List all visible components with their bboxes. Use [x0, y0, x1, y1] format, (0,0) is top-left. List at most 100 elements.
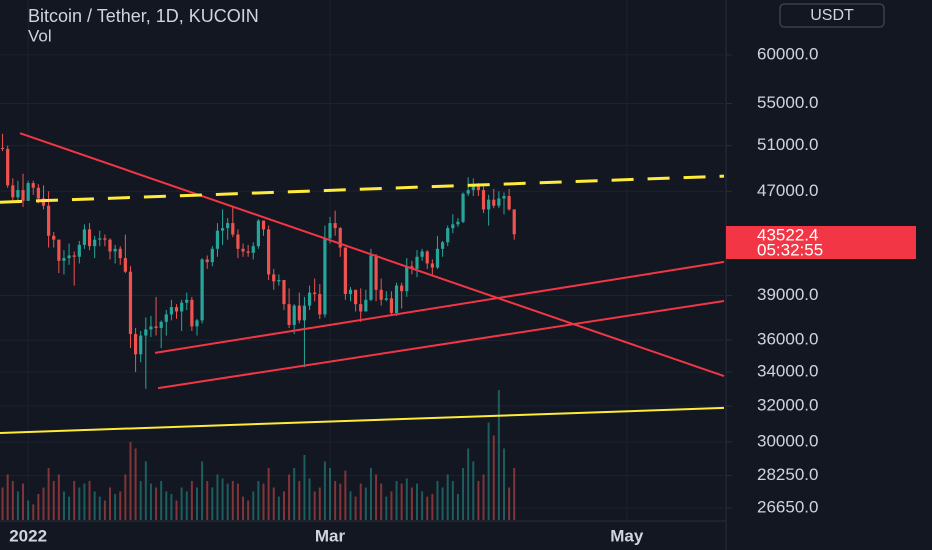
candle-body — [47, 205, 51, 236]
candle-body — [236, 234, 240, 249]
volume-bar — [277, 496, 280, 520]
candle-body — [267, 229, 271, 275]
candle-body — [16, 190, 20, 198]
volume-bar — [155, 487, 158, 520]
candle-body — [246, 251, 250, 253]
candle-body — [272, 274, 276, 282]
candle-body — [31, 183, 35, 188]
chart-title: Bitcoin / Tether, 1D, KUCOIN — [28, 6, 259, 26]
y-tick-label: 51000.0 — [757, 135, 818, 154]
currency-badge[interactable] — [779, 3, 885, 28]
volume-bar — [1, 487, 4, 520]
candle-body — [261, 220, 266, 230]
currency-label[interactable]: USDT — [810, 7, 854, 24]
candle-body — [415, 256, 419, 269]
candle-body — [394, 285, 399, 313]
candle-body — [200, 259, 204, 321]
candle-body — [67, 255, 71, 259]
candle-body — [440, 242, 445, 249]
candle-body — [471, 186, 475, 191]
candle-body — [139, 335, 143, 355]
volume-bar — [216, 474, 219, 520]
candle-body — [282, 279, 286, 305]
volume-bar — [32, 504, 35, 520]
candle-body — [328, 223, 332, 239]
volume-bar — [247, 500, 250, 520]
volume-bar — [93, 491, 96, 520]
countdown: 05:32:55 — [757, 240, 823, 259]
candle-body — [481, 190, 486, 210]
volume-bar — [375, 474, 378, 520]
volume-bar — [226, 483, 229, 520]
candle-body — [190, 299, 194, 327]
candle-body — [425, 251, 429, 264]
y-tick-label: 32000.0 — [757, 395, 818, 414]
volume-bar — [73, 481, 76, 520]
candle-body — [220, 228, 225, 231]
candle-body — [11, 185, 15, 198]
candle-body — [307, 292, 312, 306]
volume-bar — [416, 483, 419, 520]
volume-bar — [103, 500, 106, 520]
volume-bar — [114, 494, 117, 520]
candle-body — [405, 266, 409, 292]
volume-bar — [165, 491, 168, 520]
volume-layer — [1, 390, 516, 520]
volume-bar — [426, 496, 429, 520]
volume-bar — [175, 500, 178, 520]
candle-body — [113, 248, 117, 252]
volume-bar — [303, 455, 306, 520]
candle-body — [123, 258, 127, 272]
volume-bar — [329, 468, 332, 520]
candle-body — [297, 305, 301, 321]
candle-body — [461, 193, 465, 222]
candle-body — [318, 294, 322, 315]
candle-body — [62, 258, 66, 261]
volume-label: Vol — [28, 26, 52, 45]
volume-bar — [27, 500, 30, 520]
volume-bar — [462, 468, 465, 520]
candle-body — [185, 299, 189, 303]
volume-bar — [170, 494, 173, 520]
candle-body — [338, 228, 342, 248]
y-tick-label: 47000.0 — [757, 181, 818, 200]
candle-body — [241, 248, 245, 252]
candle-body — [180, 302, 184, 312]
volume-bar — [446, 474, 449, 520]
candle-body — [364, 299, 368, 312]
candle-body — [379, 289, 383, 300]
candle-body — [292, 305, 296, 325]
last-price: 43522.4 — [757, 225, 818, 244]
volume-bar — [221, 478, 224, 520]
candle-body — [287, 304, 291, 325]
y-tick-label: 30000.0 — [757, 431, 818, 450]
axis-layer: 60000.0 55000.0 51000.0 47000.0 39000.0 36000… — [9, 44, 818, 545]
candle-body — [149, 326, 153, 330]
volume-bar — [195, 487, 198, 520]
volume-bar — [134, 448, 137, 520]
volume-bar — [22, 483, 25, 520]
candle-body — [497, 198, 501, 206]
candle-body — [476, 186, 481, 191]
volume-bar — [267, 468, 270, 520]
trend-line — [19, 132, 725, 378]
volume-bar — [456, 494, 459, 520]
candle-body — [159, 321, 163, 328]
candle-body — [384, 298, 388, 300]
candle-body — [302, 305, 307, 321]
volume-bar — [190, 481, 193, 520]
candle-body — [82, 229, 87, 245]
volume-bar — [334, 481, 337, 520]
trend-line — [0, 406, 725, 434]
volume-bar — [211, 487, 214, 520]
x-tick-label: Mar — [315, 526, 346, 545]
volume-bar — [380, 483, 383, 520]
volume-bar — [354, 496, 357, 520]
volume-bar — [436, 481, 439, 520]
candle-body — [52, 235, 56, 240]
volume-bar — [410, 487, 413, 520]
candle-body — [359, 304, 363, 312]
candle-body — [226, 223, 230, 229]
volume-bar — [344, 470, 347, 520]
candle-body — [98, 238, 102, 240]
